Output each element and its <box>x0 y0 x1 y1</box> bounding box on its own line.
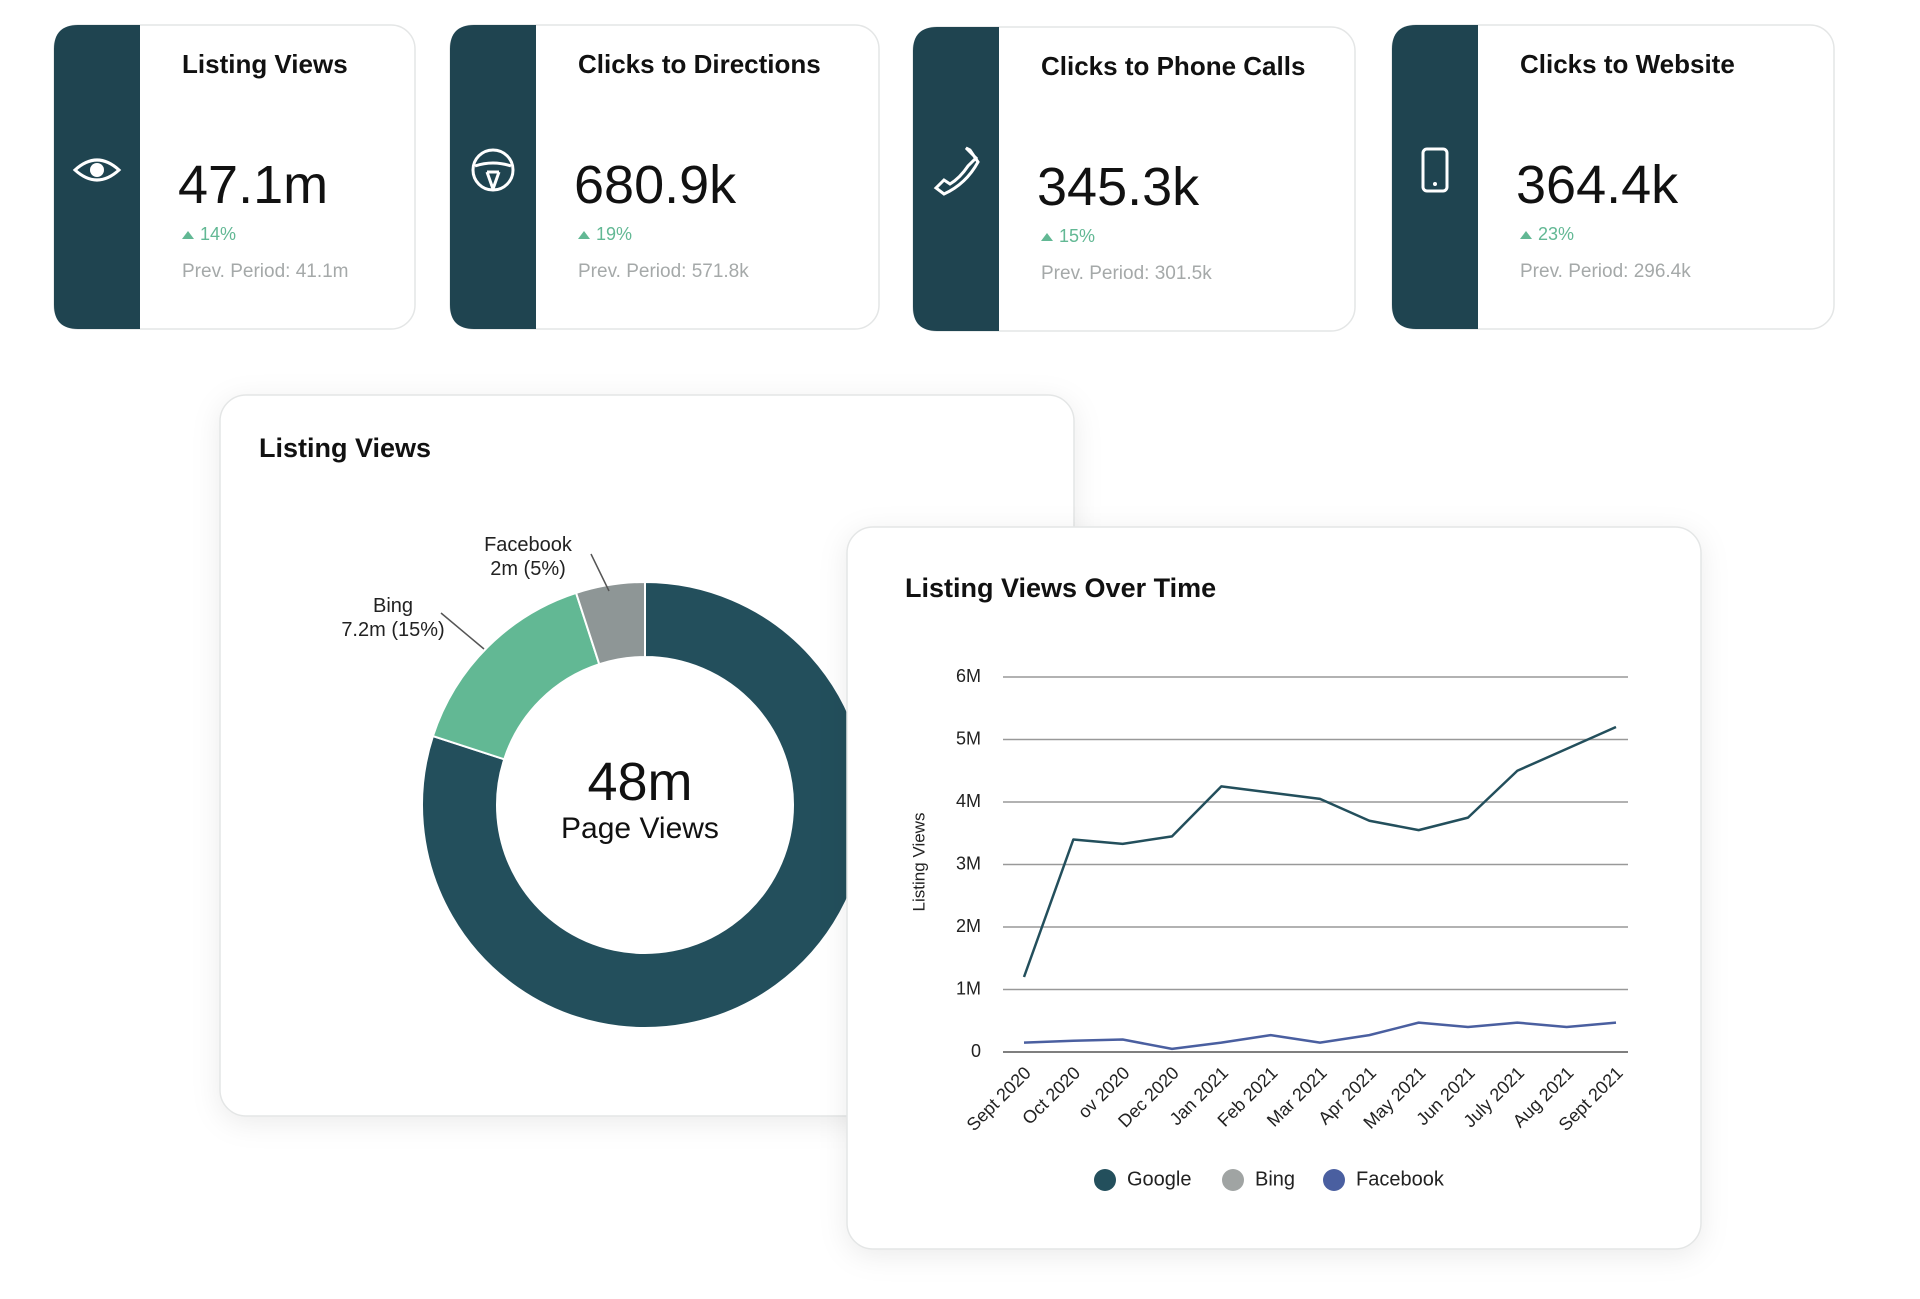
change-arrow <box>1520 231 1532 239</box>
card-change: 23% <box>1538 224 1574 244</box>
card-previous: Prev. Period: 301.5k <box>1041 263 1212 284</box>
kpi-card: Clicks to Phone Calls 345.3k 15% Prev. Peri… <box>912 26 1356 332</box>
center-value: 48m <box>587 752 692 812</box>
kpi-card: Clicks to Directions 680.9k 19% Prev. Perio… <box>449 24 880 330</box>
card-icon <box>471 148 515 192</box>
legend-swatch <box>1222 1169 1244 1191</box>
card-previous: Prev. Period: 571.8k <box>578 261 749 282</box>
card-value: 345.3k <box>1037 157 1200 217</box>
card-value: 364.4k <box>1516 155 1679 215</box>
donut-slice <box>574 580 646 666</box>
slice-label: Facebook <box>484 534 573 556</box>
legend-swatch <box>1323 1169 1345 1191</box>
slice-value-label: 2m (5%) <box>490 558 566 580</box>
center-label: Page Views <box>561 812 719 845</box>
kpi-card: Clicks to Website 364.4k 23% Prev. Period: … <box>1391 24 1835 330</box>
card-change: 15% <box>1059 226 1095 246</box>
card-title: Clicks to Directions <box>578 49 821 79</box>
card-previous: Prev. Period: 41.1m <box>182 261 349 282</box>
y-tick-label: 1M <box>956 978 981 998</box>
leader-line <box>590 553 610 592</box>
series-line <box>1022 725 1617 978</box>
line-title: Listing Views Over Time <box>905 573 1216 603</box>
slice-label: Bing <box>373 595 413 617</box>
legend-label: Facebook <box>1356 1168 1445 1190</box>
card-strip <box>450 25 536 329</box>
card-change: 19% <box>596 224 632 244</box>
card-title: Listing Views <box>182 49 348 79</box>
y-tick-label: 6M <box>956 666 981 686</box>
icon-wheel-spokes <box>474 161 512 190</box>
y-tick-label: 3M <box>956 853 981 873</box>
card-value: 680.9k <box>574 155 737 215</box>
card-icon <box>72 158 122 182</box>
card-icon <box>1421 147 1449 193</box>
kpi-cards: Listing Views 47.1m 14% Prev. Period: 41.1m… <box>53 24 1835 332</box>
y-tick-label: 5M <box>956 728 981 748</box>
icon-phone <box>933 146 980 196</box>
card-change: 14% <box>200 224 236 244</box>
slice-value-label: 7.2m (15%) <box>341 619 444 641</box>
card-strip <box>1392 25 1478 329</box>
icon-mobile <box>1421 147 1449 193</box>
legend-label: Bing <box>1255 1168 1295 1190</box>
kpi-card: Listing Views 47.1m 14% Prev. Period: 41.1m <box>53 24 416 330</box>
y-tick-label: 0 <box>971 1041 981 1061</box>
card-title: Clicks to Phone Calls <box>1041 51 1305 81</box>
y-tick-label: 4M <box>956 791 981 811</box>
legend-swatch <box>1094 1169 1116 1191</box>
icon-mobile-dot <box>1433 182 1437 186</box>
change-arrow <box>182 231 194 239</box>
leader-line <box>440 612 485 650</box>
icon-eye-pupil <box>90 163 104 177</box>
line-card <box>846 526 1702 1250</box>
legend-label: Google <box>1127 1168 1192 1190</box>
icon-wheel <box>471 148 515 192</box>
change-arrow <box>578 231 590 239</box>
donut-title: Listing Views <box>259 433 431 463</box>
card-title: Clicks to Website <box>1520 49 1735 79</box>
card-value: 47.1m <box>178 155 328 215</box>
card-icon <box>933 146 980 196</box>
change-arrow <box>1041 233 1053 241</box>
icon-eye <box>72 158 122 182</box>
card-previous: Prev. Period: 296.4k <box>1520 261 1691 282</box>
y-axis-label: Listing Views <box>909 813 928 912</box>
series-line <box>1023 1021 1617 1051</box>
y-tick-label: 2M <box>956 916 981 936</box>
